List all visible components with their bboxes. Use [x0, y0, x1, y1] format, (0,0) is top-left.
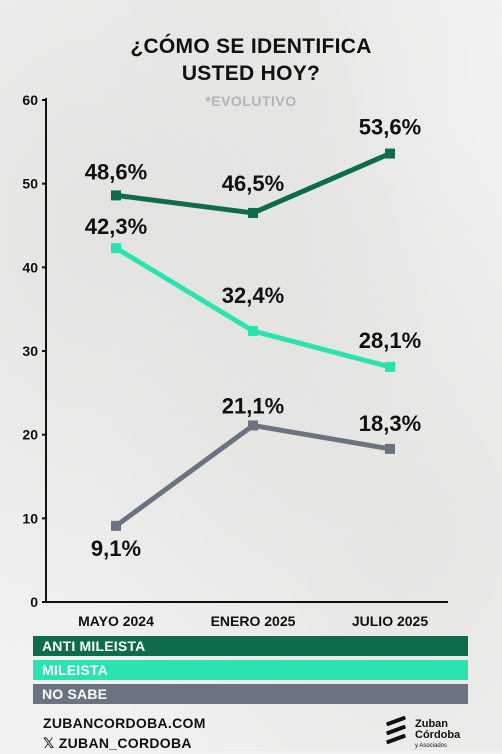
y-tick-label: 60: [22, 92, 38, 108]
data-point: [248, 207, 258, 218]
chart-title: ¿CÓMO SE IDENTIFICA USTED HOY?: [0, 33, 502, 87]
chart-subtitle: *EVOLUTIVO: [205, 93, 297, 109]
data-point: [111, 190, 121, 201]
legend-mileista: MILEISTA: [33, 660, 468, 680]
data-label: 28,1%: [359, 328, 421, 353]
data-label: 32,4%: [222, 283, 284, 308]
data-label: 21,1%: [222, 393, 284, 418]
logo-mark-icon: [386, 715, 406, 745]
data-point: [385, 443, 395, 454]
logo-line-3: y Asociados: [415, 743, 448, 749]
x-tick-label: MAYO 2024: [78, 613, 154, 629]
zuban-cordoba-logo: Zuban Córdoba y Asociados: [384, 715, 464, 749]
data-label: 42,3%: [85, 214, 147, 239]
data-label: 53,6%: [359, 115, 421, 140]
y-tick-label: 20: [22, 427, 38, 443]
y-tick-label: 10: [22, 510, 38, 526]
title-line-1: ¿CÓMO SE IDENTIFICA: [130, 35, 372, 58]
series-line-no-sabe: [114, 422, 391, 528]
data-point: [385, 361, 395, 372]
title-line-2: USTED HOY?: [181, 62, 321, 85]
data-label: 18,3%: [359, 411, 421, 436]
y-tick-label: 0: [30, 594, 38, 610]
data-label: 9,1%: [91, 536, 141, 561]
y-tick-label: 40: [22, 259, 38, 275]
data-point: [248, 325, 258, 336]
x-tick-label: JULIO 2025: [352, 613, 428, 629]
data-point: [385, 148, 395, 159]
legend-anti-mileista: ANTI MILEISTA: [33, 636, 468, 656]
y-tick-label: 50: [22, 176, 38, 192]
footer-website[interactable]: ZUBANCORDOBA.COM: [43, 715, 206, 731]
logo-line-2: Córdoba: [415, 729, 461, 741]
data-point: [111, 520, 121, 531]
legend-no-sabe: NO SABE: [33, 684, 468, 704]
line-chart: 0 10 20 30 40 50 60 MAYO 2024 ENERO 2025 JULIO 20…: [22, 92, 448, 629]
logo-line-1: Zuban: [415, 718, 448, 730]
y-tick-label: 30: [22, 343, 38, 359]
data-point: [111, 243, 121, 254]
data-point: [248, 420, 258, 431]
data-label: 46,5%: [222, 171, 284, 196]
footer-social[interactable]: 𝕏 ZUBAN_CORDOBA: [43, 735, 192, 751]
x-tick-label: ENERO 2025: [211, 613, 296, 629]
data-label: 48,6%: [85, 159, 147, 184]
